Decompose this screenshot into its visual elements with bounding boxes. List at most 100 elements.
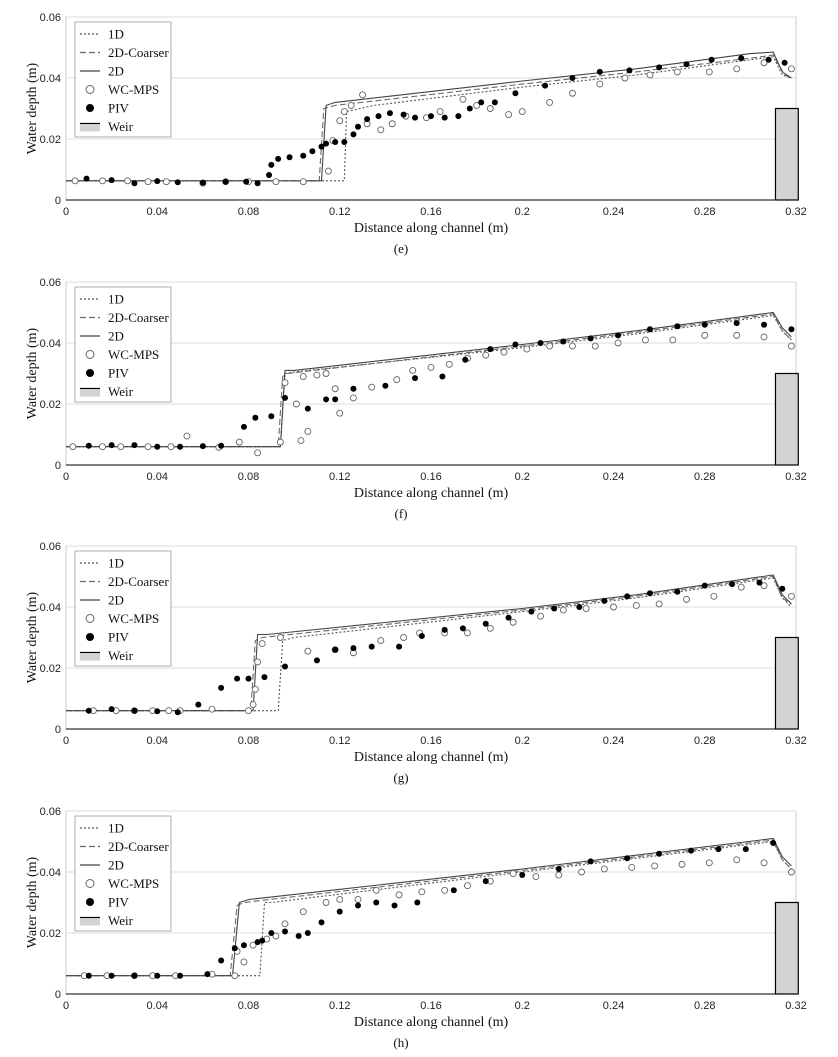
x-tick-label: 0.16 [420,735,441,747]
wcmps-point [336,896,344,903]
y-tick-label: 0.06 [40,277,61,289]
series-line-2d-coarser [66,575,792,712]
piv-point [240,423,247,430]
legend-label: 2D [108,64,124,79]
wcmps-point [281,379,289,387]
piv-point [386,110,393,117]
wcmps-point [760,333,768,341]
legend-label: Weir [108,648,134,663]
piv-point [154,708,161,715]
wcmps-point [518,108,526,116]
legend-label: PIV [108,366,130,381]
wcmps-point [395,891,403,899]
piv-point [656,64,663,71]
legend-swatch-weir [80,653,100,661]
piv-point [391,902,398,909]
legend-swatch-wcmps [85,85,95,94]
piv-point [355,123,361,130]
wcmps-point [464,882,471,890]
legend-label: PIV [108,895,130,910]
wcmps-point [546,342,554,350]
wcmps-point [628,863,636,871]
legend-label: WC-MPS [108,347,159,362]
wcmps-point [313,371,321,379]
piv-point [587,858,594,865]
x-axis-title: Distance along channel (m) [354,221,509,236]
wcmps-point [651,862,659,870]
x-tick-label: 0.28 [694,735,715,747]
piv-point [131,707,138,714]
x-tick-label: 0.2 [515,471,530,483]
piv-point [491,99,498,106]
piv-point [462,356,469,363]
x-tick-label: 0.28 [694,1000,715,1012]
piv-point [174,179,181,186]
wcmps-point [299,373,307,380]
wcmps-point [787,342,795,350]
panel-label: (g) [393,770,408,785]
wcmps-point [276,634,284,641]
legend-box [74,815,172,932]
x-tick-label: 0.24 [603,471,624,483]
panel-label: (e) [394,241,408,256]
piv-point [519,872,526,879]
y-tick-label: 0 [55,724,61,736]
legend-swatch-weir [80,918,100,926]
legend-swatch-piv [86,104,94,112]
wcmps-point [368,383,376,391]
legend-label: 1D [108,292,124,307]
wcmps-point [546,98,554,106]
piv-point [450,887,457,894]
piv-point [414,899,421,906]
piv-point [788,326,795,333]
x-tick-label: 0.2 [515,206,530,218]
wcmps-point [336,117,344,125]
piv-point [382,382,389,389]
piv-point [318,143,325,150]
x-tick-label: 0.08 [238,1000,259,1012]
wcmps-point [733,331,741,339]
chart-panel-e: 0 0.02 0.04 0.06 0 0.04 0.08 0.12 0.16 0.2 0.24 0.2… [25,12,807,256]
wcmps-point [251,685,259,693]
piv-point [560,338,567,345]
x-tick-label: 0 [63,206,69,218]
plot-frame [65,810,797,995]
legend-label: PIV [108,101,130,116]
piv-point [245,675,252,682]
wcmps-point [509,870,517,877]
wcmps-point [349,394,357,402]
piv-point [332,139,339,146]
wcmps-point [760,59,768,67]
wcmps-point [231,972,239,980]
piv-point [261,674,268,681]
piv-point [482,620,489,627]
piv-point [83,175,90,182]
series-line-2d [66,574,792,712]
piv-point [683,61,690,68]
piv-point [275,155,282,162]
piv-point [282,663,288,670]
piv-point [131,972,138,979]
wcmps-point [304,647,312,655]
wcmps-point [249,941,257,949]
wcmps-point [500,348,508,356]
x-tick-label: 0.2 [515,735,530,747]
wcmps-point [787,592,795,600]
piv-point [765,56,772,63]
wcmps-point [69,443,77,451]
wcmps-point [281,920,289,928]
x-tick-label: 0.04 [147,1000,168,1012]
wcmps-point [240,958,248,966]
legend-label: 2D-Coarser [108,574,169,589]
piv-point [154,443,161,450]
wcmps-point [559,606,567,614]
wcmps-point [322,370,330,377]
x-tick-label: 0.04 [147,735,168,747]
piv-point [688,847,695,854]
legend-label: 1D [108,556,124,571]
legend-label: 2D-Coarser [108,839,169,854]
legend-label: Weir [108,384,134,399]
series-line-1d [66,56,792,182]
y-axis-title: Water depth (m) [25,856,40,948]
wcmps-point [372,886,380,894]
